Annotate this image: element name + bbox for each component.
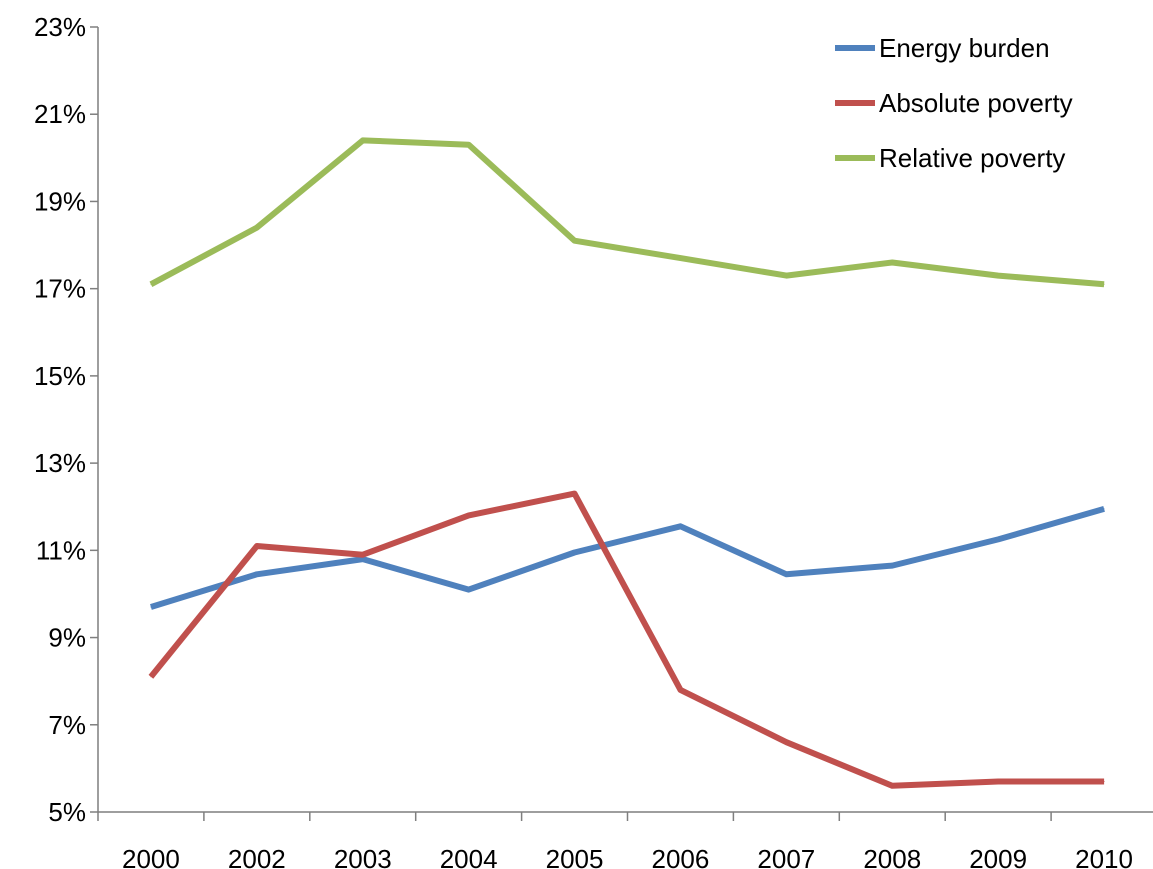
- y-tick-label: 17%: [34, 274, 86, 304]
- data-point: [256, 227, 258, 229]
- y-tick-label: 5%: [48, 797, 86, 827]
- data-point: [468, 144, 470, 146]
- data-point: [256, 545, 258, 547]
- y-tick-label: 15%: [34, 361, 86, 391]
- y-tick-label: 11%: [36, 535, 86, 565]
- data-point: [997, 275, 999, 277]
- series-line-absolute-poverty: [148, 490, 1105, 789]
- series-energy-burden: [150, 506, 1105, 610]
- data-point: [1103, 283, 1105, 285]
- x-axis: 2000 2002 2003 2004 2005 2006 2007 2008 2009 2010: [97, 811, 1153, 869]
- series-relative-poverty: [149, 137, 1105, 288]
- legend-label: Absolute poverty: [879, 88, 1073, 118]
- data-point: [997, 538, 999, 540]
- x-tick-label: 2010: [1075, 844, 1133, 869]
- y-tick-label: 13%: [34, 448, 86, 478]
- y-tick-label: 21%: [34, 99, 86, 129]
- legend-label: Relative poverty: [879, 143, 1065, 173]
- data-point: [785, 275, 787, 277]
- x-tick-label: 2002: [228, 844, 286, 869]
- data-point: [891, 785, 893, 787]
- data-point: [468, 514, 470, 516]
- data-point: [679, 257, 681, 259]
- data-point: [997, 780, 999, 782]
- data-point: [150, 283, 152, 285]
- y-tick-label: 9%: [48, 623, 86, 653]
- legend-item-relative-poverty: Relative poverty: [835, 143, 1065, 173]
- data-point: [679, 525, 681, 527]
- x-tick-label: 2007: [757, 844, 815, 869]
- y-axis: 5% 7% 9% 11% 13% 15% 17% 19% 21% 23%: [34, 12, 99, 827]
- x-tick-label: 2004: [440, 844, 498, 869]
- data-point: [362, 139, 364, 141]
- legend: Energy burden Absolute poverty Relative po…: [835, 33, 1073, 173]
- data-point: [574, 552, 576, 554]
- legend-label: Energy burden: [879, 33, 1050, 63]
- y-tick-label: 23%: [34, 12, 86, 42]
- series-layer: [148, 137, 1105, 789]
- data-point: [150, 676, 152, 678]
- data-point: [1103, 780, 1105, 782]
- data-point: [362, 554, 364, 556]
- data-point: [362, 558, 364, 560]
- data-point: [574, 493, 576, 495]
- series-line-energy-burden: [150, 506, 1105, 610]
- data-point: [150, 606, 152, 608]
- series-line-relative-poverty: [149, 137, 1105, 288]
- data-point: [256, 573, 258, 575]
- y-tick-label: 7%: [48, 710, 86, 740]
- x-tick-label: 2000: [122, 844, 180, 869]
- legend-item-energy-burden: Energy burden: [835, 33, 1050, 63]
- legend-item-absolute-poverty: Absolute poverty: [835, 88, 1073, 118]
- x-tick-label: 2006: [652, 844, 710, 869]
- y-tick-label: 19%: [34, 186, 86, 216]
- x-tick-label: 2005: [546, 844, 604, 869]
- data-point: [679, 689, 681, 691]
- data-point: [785, 741, 787, 743]
- data-point: [891, 262, 893, 263]
- data-point: [1103, 508, 1105, 510]
- data-point: [574, 240, 576, 242]
- data-point: [785, 573, 787, 575]
- x-tick-label: 2003: [334, 844, 392, 869]
- series-absolute-poverty: [148, 490, 1105, 789]
- data-point: [891, 565, 893, 567]
- x-tick-label: 2008: [863, 844, 921, 869]
- x-tick-label: 2009: [969, 844, 1027, 869]
- data-point: [468, 589, 470, 591]
